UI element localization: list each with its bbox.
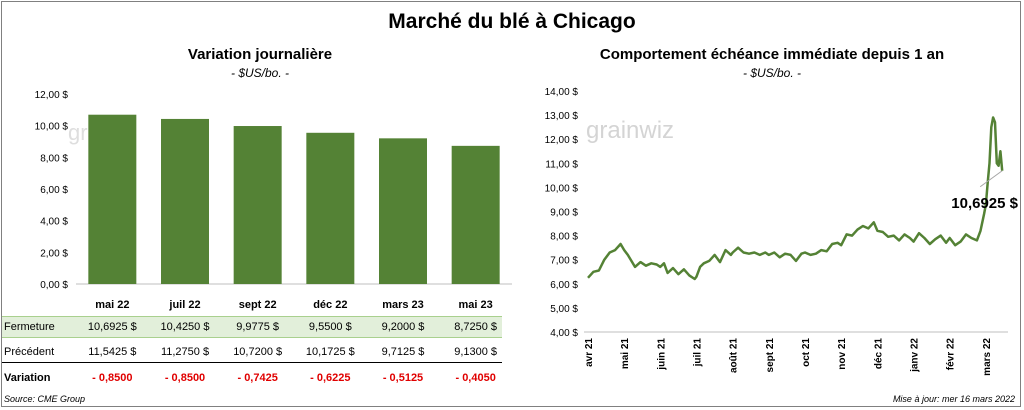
x-tick-label: janv 22: [910, 338, 921, 373]
last-price-annotation: 10,6925 $: [951, 195, 1018, 212]
x-tick-label: juil 22: [168, 299, 200, 311]
y-tick-label: 10,00 $: [545, 183, 579, 194]
table-cell: 10,1725 $: [305, 346, 355, 358]
x-tick-label: déc 21: [873, 338, 884, 370]
bar: [161, 118, 209, 284]
y-tick-label: 14,00 $: [545, 87, 579, 98]
row-label-variation: Variation: [4, 372, 51, 384]
table-row-previous: Précédent 11,5425 $ 11,2750 $ 10,7200 $ 10,…: [2, 342, 502, 363]
bar: [379, 138, 427, 284]
table-cell: - 0,6225: [310, 372, 351, 384]
table-cell: 8,7250 $: [454, 321, 498, 333]
table-cell: - 0,8500: [92, 372, 133, 384]
table-row-close: Fermeture 10,6925 $ 10,4250 $ 9,9775 $ 9,55…: [2, 316, 502, 338]
table-cell: 9,1300 $: [454, 346, 498, 358]
table-cell: 9,2000 $: [381, 321, 425, 333]
bar: [88, 114, 137, 284]
row-label-close: Fermeture: [4, 321, 55, 333]
x-tick-label: mars 22: [982, 338, 993, 376]
table-row-variation: Variation - 0,8500 - 0,8500 - 0,7425 - 0,62…: [2, 368, 502, 388]
y-tick-label: 2,00 $: [40, 248, 68, 259]
y-tick-label: 6,00 $: [40, 185, 68, 196]
x-tick-label: mai 23: [459, 299, 493, 311]
x-tick-label: févr 22: [946, 338, 957, 371]
x-tick-label: sept 22: [239, 299, 277, 311]
price-line: [587, 116, 1004, 281]
line-chart-subtitle: - $US/bo. -: [742, 66, 802, 80]
table-cell: 10,6925 $: [87, 321, 137, 333]
y-tick-label: 4,00 $: [40, 217, 68, 228]
x-tick-label: juin 21: [656, 338, 667, 371]
table-cell: 10,7200 $: [233, 346, 283, 358]
y-tick-label: 0,00 $: [40, 280, 68, 291]
x-tick-label: oct 21: [801, 338, 812, 367]
table-cell: - 0,8500: [164, 372, 206, 384]
line-chart: grainwiz 4,00 $ 5,00 $ 6,00 $ 7,00 $ 8,00 $ 9,…: [545, 87, 1019, 376]
y-tick-label: 13,00 $: [545, 111, 579, 122]
x-tick-label: août 21: [729, 338, 740, 373]
table-cell: - 0,7425: [237, 372, 278, 384]
annotation-leader: [979, 170, 1003, 188]
watermark-logo: grainwiz: [586, 117, 674, 144]
table-cell: 11,2750 $: [160, 346, 210, 358]
table-cell: 9,7125 $: [381, 346, 425, 358]
table-cell: 9,5500 $: [308, 321, 352, 333]
y-tick-label: 8,00 $: [550, 232, 578, 243]
bar-chart-subtitle: - $US/bo. -: [230, 66, 290, 80]
y-tick-label: 11,00 $: [545, 159, 578, 170]
update-note: Mise à jour: mer 16 mars 2022: [892, 394, 1015, 404]
y-tick-label: 12,00 $: [35, 90, 69, 101]
x-tick-label: mai 21: [620, 338, 631, 370]
y-tick-label: 10,00 $: [35, 122, 69, 133]
y-tick-label: 5,00 $: [550, 304, 578, 315]
y-tick-label: 12,00 $: [545, 135, 579, 146]
y-tick-label: 4,00 $: [550, 328, 578, 339]
line-chart-title: Comportement échéance immédiate depuis 1…: [599, 46, 945, 63]
bar: [306, 132, 355, 284]
x-tick-label: avr 21: [584, 338, 595, 367]
table-cell: - 0,5125: [382, 372, 424, 384]
x-tick-label: déc 22: [313, 299, 347, 311]
x-tick-label: nov 21: [837, 338, 848, 370]
x-tick-label: sept 21: [765, 338, 776, 373]
bar: [233, 126, 282, 284]
page-title: Marché du blé à Chicago: [388, 10, 636, 33]
x-tick-label: mai 22: [95, 299, 129, 311]
table-cell: 10,4250 $: [160, 321, 210, 333]
y-tick-label: 6,00 $: [550, 280, 578, 291]
table-cell: - 0,4050: [455, 372, 496, 384]
bar: [451, 145, 500, 284]
x-tick-label: mars 23: [382, 299, 424, 311]
row-label-previous: Précédent: [4, 346, 55, 358]
y-tick-label: 9,00 $: [550, 208, 578, 219]
y-tick-label: 7,00 $: [550, 256, 578, 267]
x-tick-label: juil 21: [693, 338, 704, 368]
y-tick-label: 8,00 $: [40, 153, 68, 164]
table-cell: 9,9775 $: [236, 321, 280, 333]
bar-chart-title: Variation journalière: [187, 46, 333, 63]
source-note: Source: CME Group: [4, 394, 86, 404]
table-cell: 11,5425 $: [88, 346, 137, 358]
